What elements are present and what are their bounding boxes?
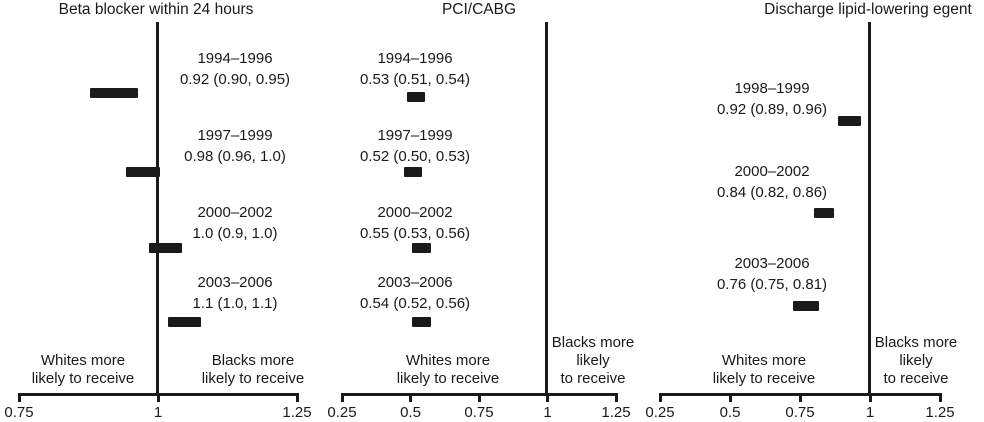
whites-direction-label-line: likely to receive [396, 370, 500, 387]
blacks-direction-label-line: likely [576, 352, 610, 369]
axis-tick [409, 393, 412, 402]
axis-tick-label: 0.25 [327, 404, 357, 421]
ci-bar [126, 167, 160, 177]
period-label: 2000–2002 [377, 204, 453, 221]
axis-tick-label: 1 [153, 404, 163, 421]
estimate-label: 0.98 (0.96, 1.0) [184, 148, 286, 165]
blacks-direction-label: Blacks more likely to receive [552, 334, 635, 388]
axis-tick-label: 0.75 [4, 404, 34, 421]
axis-tick-label: 0.5 [719, 404, 741, 421]
ci-bar [404, 167, 423, 177]
whites-direction-label: Whites more likely to receive [713, 352, 816, 388]
blacks-direction-label-line: Blacks more [211, 352, 295, 369]
axis-tick [658, 393, 662, 402]
blacks-direction-label-line: likely [899, 352, 933, 369]
estimate-label: 1.1 (1.0, 1.1) [192, 295, 278, 312]
estimate-label: 0.55 (0.53, 0.56) [359, 225, 471, 242]
whites-direction-label-line: likely to receive [712, 370, 816, 387]
axis-tick-label: 0.75 [464, 404, 494, 421]
period-label: 2003–2006 [377, 274, 453, 291]
estimate-label: 0.54 (0.52, 0.56) [359, 295, 471, 312]
estimate-label: 0.53 (0.51, 0.54) [359, 71, 471, 88]
estimate-label: 0.92 (0.90, 0.95) [179, 71, 291, 88]
period-label: 1994–1996 [377, 50, 453, 67]
axis-tick-label: 1.25 [925, 404, 955, 421]
blacks-direction-label-line: likely to receive [201, 370, 305, 387]
blacks-direction-label: Blacks more likely to receive [875, 334, 958, 388]
axis-tick-label: 0.5 [400, 404, 421, 421]
axis-tick [156, 393, 160, 402]
whites-direction-label-line: Whites more [40, 352, 126, 369]
ci-bar [168, 317, 202, 327]
whites-direction-label-line: Whites more [721, 352, 807, 369]
axis-tick [868, 393, 872, 402]
axis-tick-label: 1.25 [601, 404, 631, 421]
reference-line [545, 22, 548, 396]
ci-bar [406, 92, 426, 102]
blacks-direction-label-line: to receive [560, 370, 626, 387]
axis-tick-label: 0.75 [785, 404, 815, 421]
whites-direction-label: Whites more likely to receive [397, 352, 500, 388]
ci-bar [412, 317, 431, 327]
period-label: 2000–2002 [197, 204, 273, 221]
axis-tick [477, 393, 481, 402]
panel-title: Discharge lipid-lowering egent [764, 1, 972, 18]
axis-tick [546, 393, 549, 402]
axis-tick [798, 393, 802, 402]
axis-tick-label: 1 [543, 404, 552, 421]
reference-line [867, 22, 871, 396]
period-label: 1997–1999 [197, 127, 273, 144]
ci-bar [838, 116, 861, 126]
axis-tick [614, 393, 618, 402]
panel-title: Beta blocker within 24 hours [58, 1, 254, 18]
period-label: 1997–1999 [377, 127, 453, 144]
axis-tick [938, 393, 942, 402]
axis-tick-label: 1 [865, 404, 875, 421]
blacks-direction-label-line: to receive [883, 370, 949, 387]
estimate-label: 0.76 (0.75, 0.81) [716, 276, 828, 293]
estimate-label: 0.52 (0.50, 0.53) [359, 148, 471, 165]
ci-bar [412, 243, 431, 253]
reference-line [155, 22, 159, 396]
estimate-label: 0.92 (0.89, 0.96) [716, 101, 828, 118]
ci-bar [148, 243, 183, 253]
period-label: 2003–2006 [197, 274, 273, 291]
period-label: 2003–2006 [734, 255, 810, 272]
axis-tick [340, 393, 344, 402]
blacks-direction-label: Blacks more likely to receive [202, 352, 305, 388]
axis-tick-label: 1.25 [282, 404, 312, 421]
ci-bar [814, 208, 834, 218]
axis-tick [295, 393, 299, 402]
period-label: 1994–1996 [197, 50, 273, 67]
axis-tick [728, 393, 732, 402]
whites-direction-label-line: Whites more [405, 352, 491, 369]
panel-title: PCI/CABG [441, 1, 517, 18]
blacks-direction-label-line: Blacks more [551, 334, 635, 351]
blacks-direction-label-line: Blacks more [874, 334, 958, 351]
axis-tick-label: 0.25 [645, 404, 675, 421]
estimate-label: 0.84 (0.82, 0.86) [716, 184, 828, 201]
estimate-label: 1.0 (0.9, 1.0) [192, 225, 278, 242]
whites-direction-label: Whites more likely to receive [32, 352, 135, 388]
whites-direction-label-line: likely to receive [31, 370, 135, 387]
period-label: 2000–2002 [734, 163, 810, 180]
ci-bar [793, 301, 819, 311]
axis-tick [17, 393, 21, 402]
ci-bar [90, 88, 138, 98]
period-label: 1998–1999 [734, 80, 810, 97]
